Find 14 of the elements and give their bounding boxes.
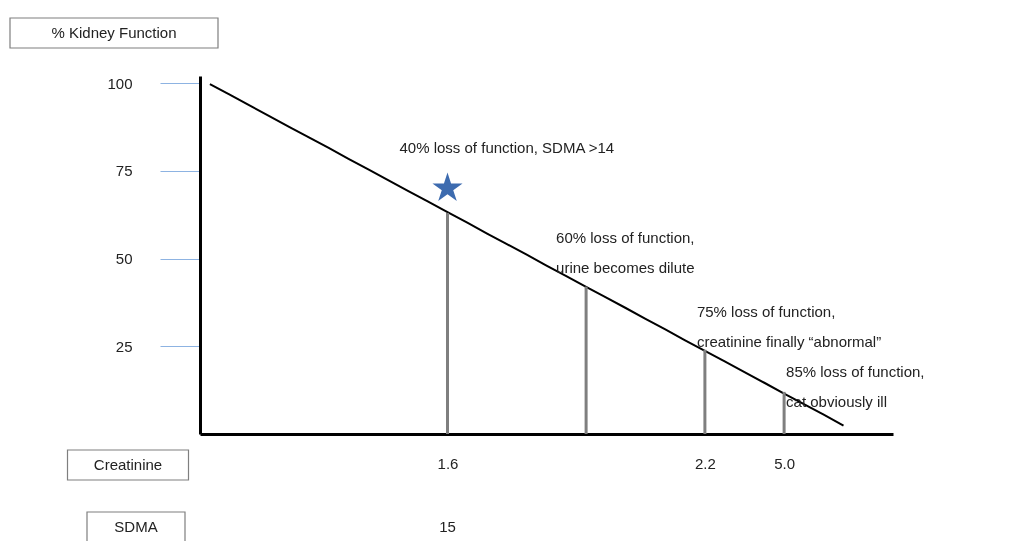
x-tick-label: 5.0 — [774, 454, 796, 472]
y-tick-label: 100 — [107, 74, 133, 92]
annotation: 40% loss of function, SDMA >14 — [399, 138, 615, 156]
x-axis-title: Creatinine — [93, 456, 163, 473]
y-tick-label: 75 — [115, 162, 133, 180]
x-tick-label: 1.6 — [437, 454, 459, 472]
y-tick-label: 25 — [115, 337, 133, 355]
annotation: 60% loss of function, urine becomes dilute — [556, 228, 695, 276]
annotation: 75% loss of function, creatinine finally “abnormal” — [696, 302, 882, 350]
text: 15 — [439, 518, 456, 535]
text: SDMA — [114, 518, 158, 535]
x-tick-label: 2.2 — [694, 454, 716, 472]
y-tick-label: 50 — [115, 250, 133, 268]
y-axis-title: % Kidney Function — [51, 24, 177, 41]
